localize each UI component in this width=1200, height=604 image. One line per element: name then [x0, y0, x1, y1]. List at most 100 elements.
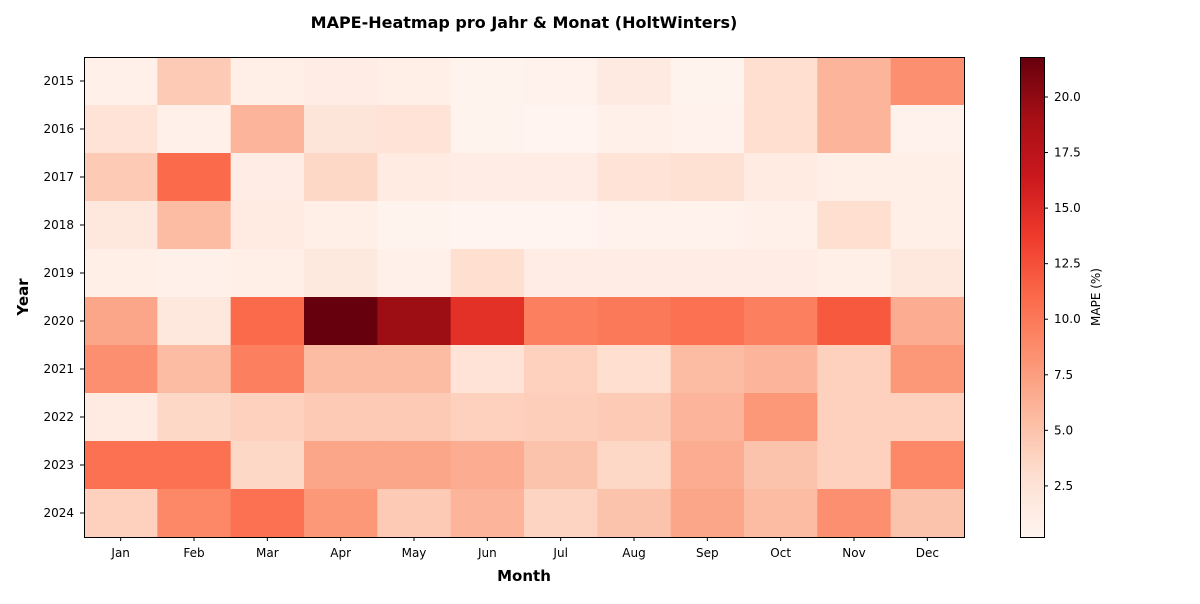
heatmap-cell	[230, 201, 305, 250]
heatmap-cell	[157, 249, 232, 298]
heatmap-cell	[597, 297, 672, 346]
heatmap-cell	[597, 249, 672, 298]
colorbar-tick-label: 10.0	[1054, 312, 1081, 326]
heatmap-cell	[450, 297, 525, 346]
heatmap-cell	[890, 201, 965, 250]
heatmap-cell	[304, 249, 378, 298]
heatmap-cell	[230, 153, 305, 202]
x-tick-label: Jan	[110, 546, 130, 560]
heatmap-cell	[84, 297, 158, 346]
heatmap-cell	[524, 345, 598, 394]
heatmap-cell	[230, 105, 305, 154]
heatmap-cell	[524, 201, 598, 250]
heatmap-cell	[670, 153, 745, 202]
heatmap-cell	[230, 441, 305, 490]
y-tick-label: 2019	[43, 266, 74, 280]
colorbar-tick-label: 7.5	[1054, 368, 1073, 382]
heatmap-cell	[524, 153, 598, 202]
x-tick-label: Nov	[842, 546, 865, 560]
heatmap-cell	[230, 57, 305, 106]
heatmap-cell	[84, 201, 158, 250]
colorbar-tick-label: 17.5	[1054, 146, 1081, 160]
heatmap-cell	[377, 57, 452, 106]
heatmap-cell	[230, 489, 305, 538]
heatmap-cell	[817, 57, 892, 106]
heatmap-cell	[744, 345, 818, 394]
plot-frame	[84, 57, 965, 538]
heatmap-cell	[157, 345, 232, 394]
x-axis-label: Month	[497, 567, 551, 585]
y-axis-label: Year	[14, 278, 32, 317]
heatmap-cell	[450, 441, 525, 490]
heatmap-cell	[157, 297, 232, 346]
heatmap-cell	[670, 489, 745, 538]
heatmap-cells	[84, 57, 965, 538]
heatmap-cell	[744, 489, 818, 538]
heatmap-cell	[84, 489, 158, 538]
y-tick-label: 2024	[43, 506, 74, 520]
y-tick-label: 2017	[43, 170, 74, 184]
chart-title: MAPE-Heatmap pro Jahr & Monat (HoltWinte…	[311, 13, 738, 32]
colorbar-gradient	[1020, 57, 1045, 538]
heatmap-cell	[377, 393, 452, 442]
heatmap-cell	[157, 489, 232, 538]
heatmap-cell	[597, 153, 672, 202]
heatmap-cell	[377, 153, 452, 202]
heatmap-cell	[84, 441, 158, 490]
heatmap-cell	[157, 105, 232, 154]
heatmap-cell	[157, 201, 232, 250]
colorbar-tick-label: 20.0	[1054, 90, 1081, 104]
colorbar-tick-label: 5.0	[1054, 423, 1073, 437]
heatmap-cell	[304, 489, 378, 538]
heatmap-cell	[890, 393, 965, 442]
heatmap-cell	[597, 345, 672, 394]
heatmap-cell	[890, 57, 965, 106]
heatmap-cell	[450, 201, 525, 250]
heatmap-cell	[670, 201, 745, 250]
heatmap-cell	[670, 393, 745, 442]
y-tick-label: 2016	[43, 122, 74, 136]
heatmap-cell	[597, 201, 672, 250]
heatmap-cell	[304, 153, 378, 202]
x-tick-label: Jul	[552, 546, 567, 560]
heatmap-cell	[157, 441, 232, 490]
heatmap-cell	[377, 297, 452, 346]
x-tick-label: May	[402, 546, 427, 560]
heatmap-cell	[304, 57, 378, 106]
heatmap-cell	[817, 489, 892, 538]
heatmap-cell	[230, 393, 305, 442]
heatmap-cell	[84, 153, 158, 202]
heatmap-cell	[670, 345, 745, 394]
heatmap-cell	[817, 105, 892, 154]
y-tick-label: 2021	[43, 362, 74, 376]
heatmap-cell	[377, 441, 452, 490]
heatmap-cell	[524, 393, 598, 442]
heatmap-cell	[744, 57, 818, 106]
heatmap-cell	[304, 201, 378, 250]
heatmap-cell	[817, 297, 892, 346]
heatmap-cell	[817, 153, 892, 202]
y-tick-label: 2018	[43, 218, 74, 232]
heatmap-cell	[377, 105, 452, 154]
heatmap-cell	[84, 105, 158, 154]
heatmap-cell	[744, 201, 818, 250]
heatmap-cell	[744, 393, 818, 442]
heatmap-cell	[304, 105, 378, 154]
heatmap-cell	[670, 57, 745, 106]
heatmap-cell	[744, 441, 818, 490]
heatmap-cell	[744, 153, 818, 202]
x-tick-label: Apr	[330, 546, 351, 560]
colorbar-label: MAPE (%)	[1089, 268, 1103, 326]
heatmap-cell	[524, 297, 598, 346]
heatmap-cell	[817, 345, 892, 394]
heatmap-cell	[230, 297, 305, 346]
heatmap-cell	[304, 393, 378, 442]
heatmap-cell	[670, 249, 745, 298]
colorbar-tick-label: 15.0	[1054, 201, 1081, 215]
heatmap-cell	[377, 201, 452, 250]
heatmap-cell	[817, 441, 892, 490]
heatmap-cell	[84, 393, 158, 442]
heatmap-cell	[84, 57, 158, 106]
heatmap-cell	[377, 249, 452, 298]
